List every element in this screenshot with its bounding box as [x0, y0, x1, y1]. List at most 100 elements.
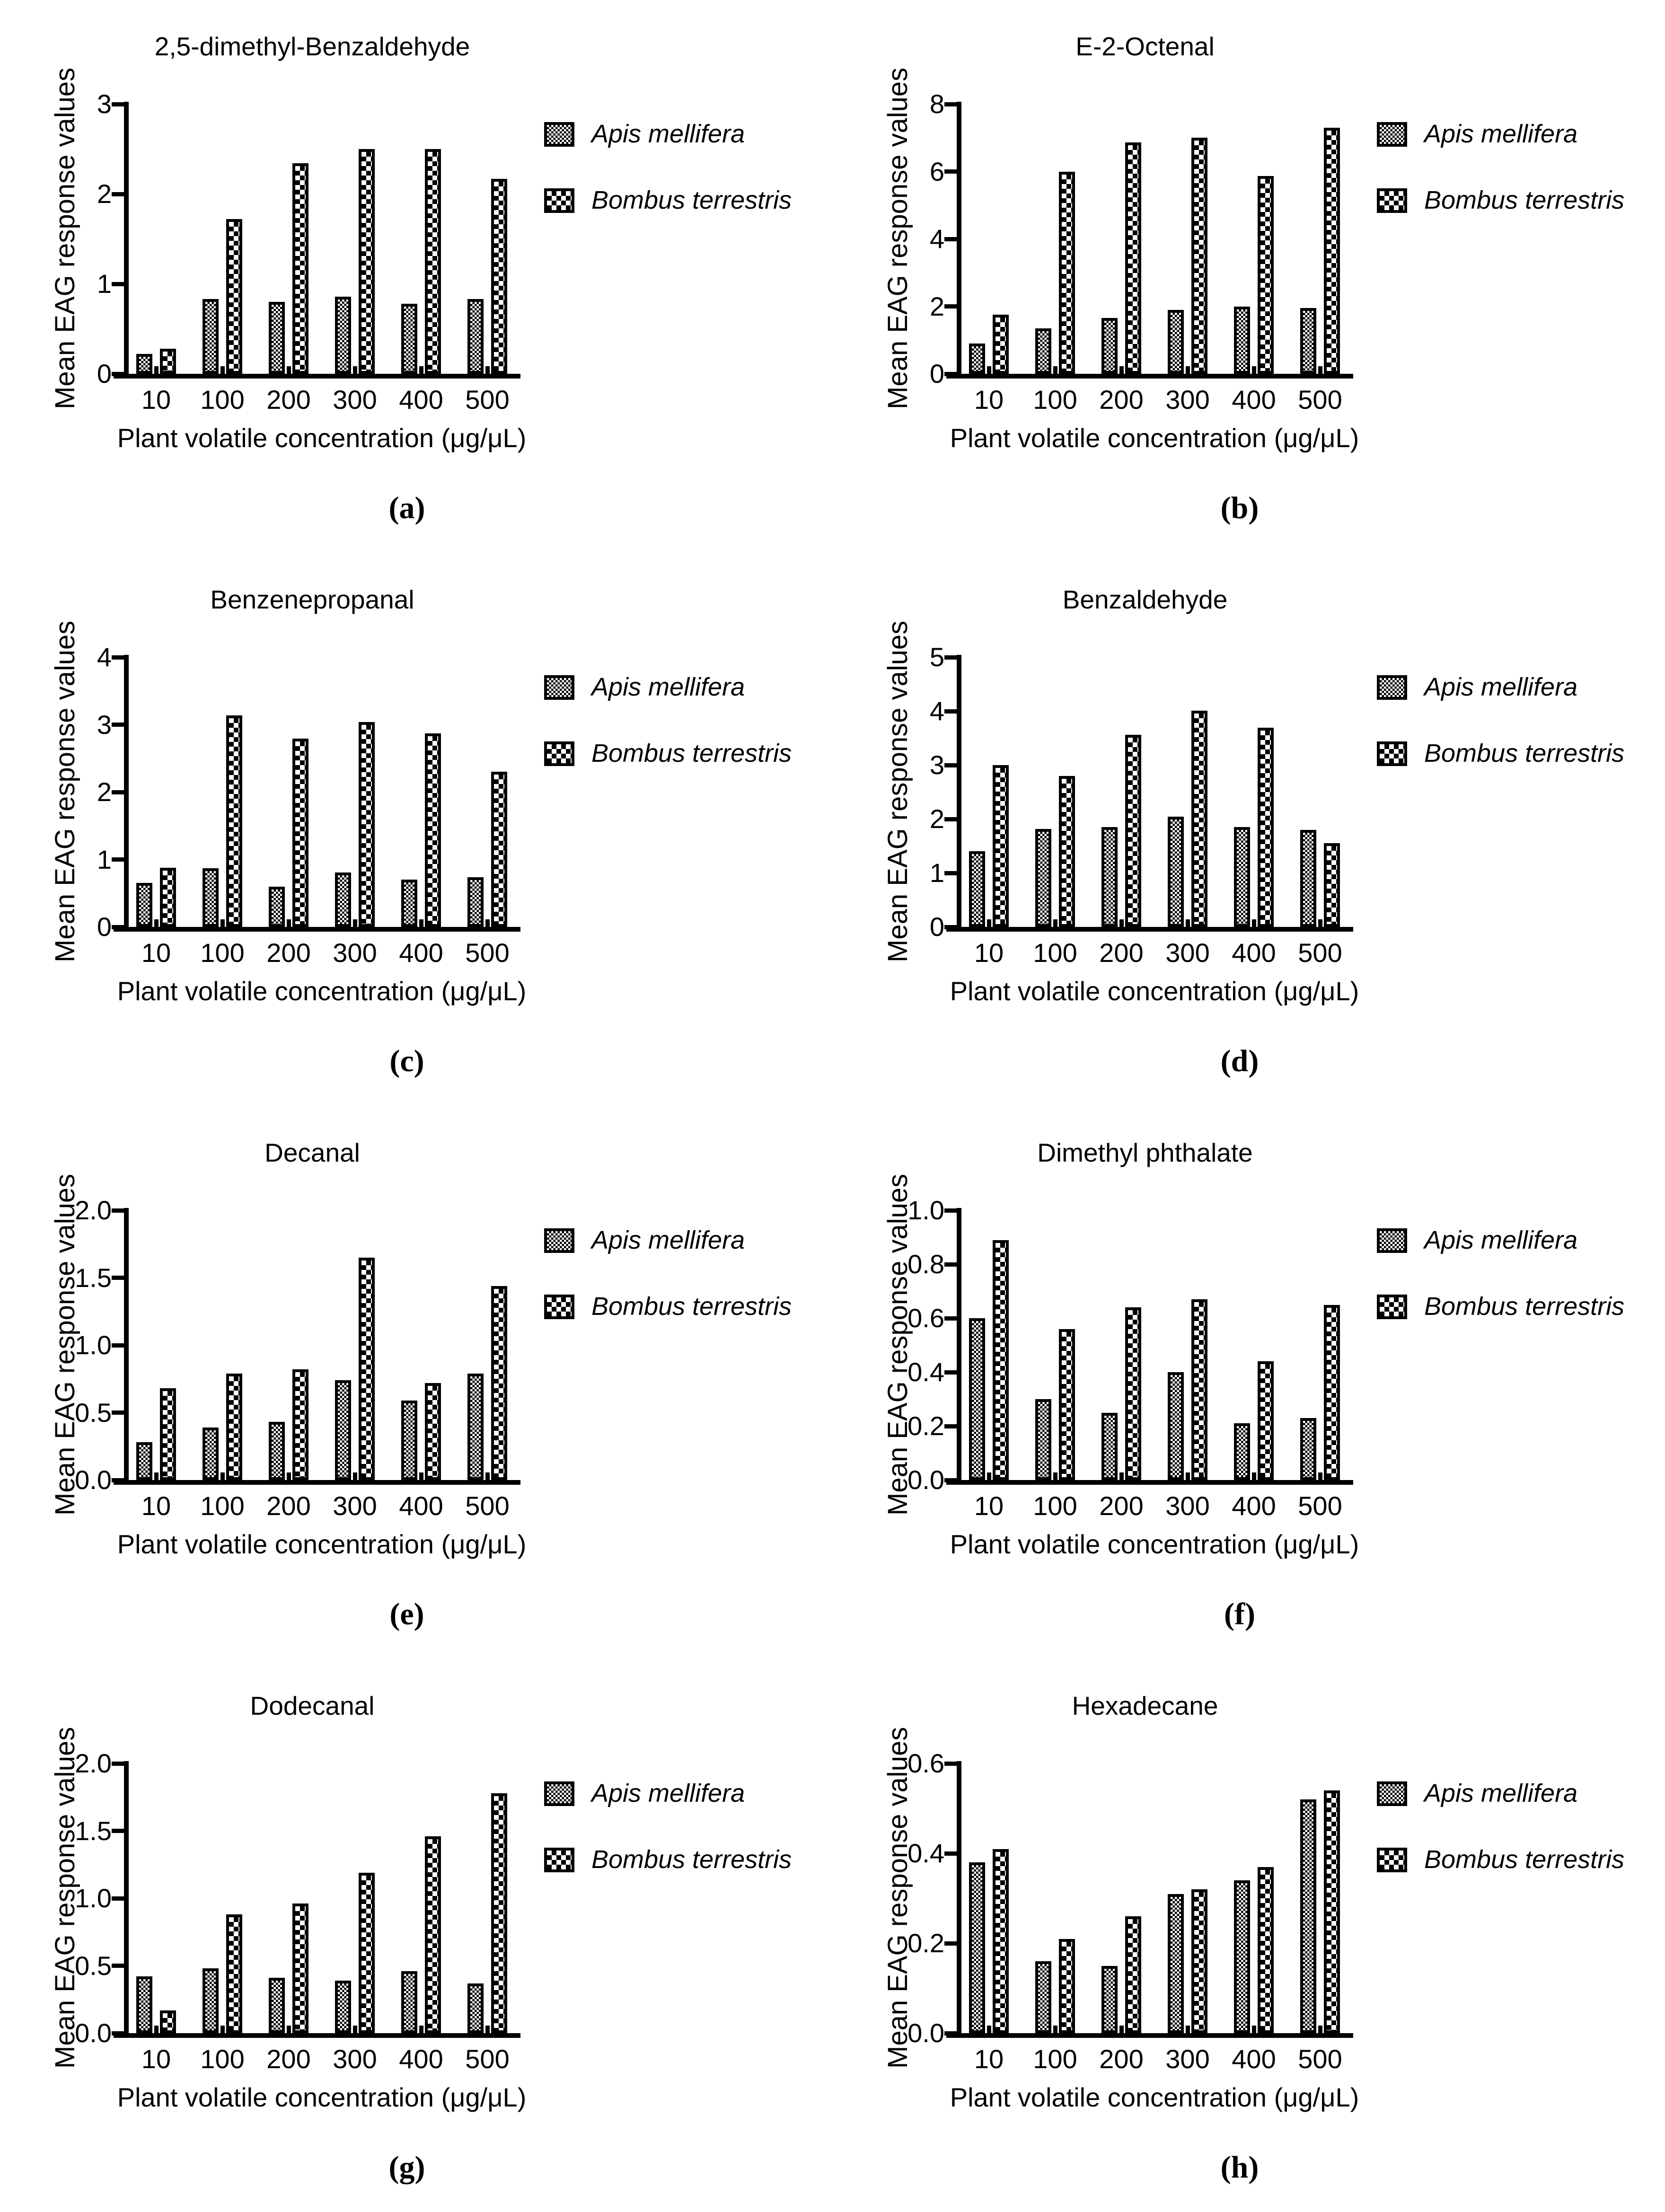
x-tick — [1185, 1472, 1190, 1480]
x-tick — [1053, 2026, 1057, 2033]
y-tick — [112, 925, 124, 929]
y-tick-label: 8 — [929, 89, 944, 119]
legend-item-label: Bombus terrestris — [591, 739, 792, 767]
y-tick — [944, 871, 957, 875]
y-tick-label: 4 — [929, 224, 944, 254]
x-tick — [987, 1472, 991, 1480]
bar-apis-mellifera-100 — [1035, 1399, 1051, 1480]
bar-apis-mellifera-300 — [1168, 309, 1184, 374]
bar-apis-mellifera-400 — [401, 303, 417, 374]
y-tick-label: 6 — [929, 156, 944, 186]
bar-bombus-terrestris-400 — [1258, 1867, 1274, 2033]
x-category-label: 300 — [1165, 385, 1210, 414]
x-category-label: 400 — [1232, 385, 1276, 414]
x-tick — [419, 919, 423, 927]
y-tick — [112, 1276, 124, 1280]
x-category-label: 300 — [333, 1491, 377, 1521]
bar-apis-mellifera-100 — [1035, 1961, 1051, 2033]
x-category-label: 400 — [1232, 938, 1276, 968]
bar-bombus-terrestris-400 — [1258, 1361, 1274, 1480]
y-tick — [112, 1478, 124, 1482]
bar-bombus-terrestris-500 — [1324, 1304, 1340, 1480]
y-tick — [112, 790, 124, 794]
y-tick-label: 0.2 — [907, 1928, 944, 1958]
bar-bombus-terrestris-10 — [160, 1388, 176, 1480]
bar-apis-mellifera-200 — [269, 302, 285, 374]
bar-bombus-terrestris-500 — [491, 1286, 507, 1480]
y-tick — [944, 1851, 957, 1856]
x-tick — [352, 366, 357, 374]
y-axis-line — [957, 102, 961, 379]
x-tick — [1318, 1472, 1322, 1480]
y-tick — [112, 371, 124, 376]
legend-swatch-fine-checker-icon — [1377, 122, 1407, 147]
bar-apis-mellifera-400 — [1234, 827, 1250, 927]
bar-bombus-terrestris-10 — [160, 348, 176, 374]
legend-item-label: Apis mellifera — [1424, 673, 1578, 701]
x-tick — [419, 366, 423, 374]
bar-apis-mellifera-10 — [136, 883, 152, 927]
x-tick — [987, 2026, 991, 2033]
panel-letter: (c) — [389, 1044, 424, 1078]
x-category-label: 10 — [974, 2044, 1004, 2074]
bar-bombus-terrestris-300 — [359, 1872, 375, 2033]
x-category-label: 100 — [1033, 1491, 1077, 1521]
y-tick — [944, 1424, 957, 1428]
x-tick — [1119, 366, 1124, 374]
bar-apis-mellifera-10 — [969, 1318, 985, 1480]
bar-bombus-terrestris-300 — [1191, 1299, 1207, 1480]
bar-bombus-terrestris-100 — [1059, 1329, 1075, 1480]
y-axis-line — [957, 1208, 961, 1485]
legend-item: Apis mellifera — [544, 120, 809, 148]
legend-item: Apis mellifera — [544, 673, 809, 701]
x-tick — [352, 919, 357, 927]
x-tick — [485, 366, 490, 374]
chart-panel-e-2-octenal: E-2-Octenal Mean EAG response values 0 2 4 6 8… — [833, 0, 1665, 553]
bar-bombus-terrestris-200 — [292, 739, 308, 927]
x-category-label: 100 — [200, 2044, 245, 2074]
y-tick-label: 0.0 — [75, 1465, 112, 1495]
y-tick — [944, 709, 957, 714]
legend-item-label: Bombus terrestris — [1424, 186, 1625, 214]
x-tick — [154, 366, 159, 374]
bar-bombus-terrestris-500 — [491, 772, 507, 927]
chart-panel-benzaldehyde: Benzaldehyde Mean EAG response values 0 1 2 3… — [833, 553, 1665, 1106]
y-tick — [112, 1761, 124, 1766]
legend-item-label: Bombus terrestris — [1424, 1292, 1625, 1321]
x-category-label: 500 — [1298, 2044, 1342, 2074]
legend-item-label: Bombus terrestris — [591, 186, 792, 214]
x-axis-label: Plant volatile concentration (μg/μL) — [950, 976, 1359, 1006]
x-axis-line — [946, 1480, 1353, 1485]
x-category-label: 300 — [333, 938, 377, 968]
x-category-label: 200 — [1099, 385, 1144, 414]
y-tick-label: 2 — [929, 291, 944, 321]
x-category-label: 10 — [974, 385, 1004, 414]
legend-swatch-fine-checker-icon — [1377, 1781, 1407, 1806]
bar-apis-mellifera-300 — [335, 872, 351, 927]
x-axis-label: Plant volatile concentration (μg/μL) — [117, 2082, 527, 2112]
bar-bombus-terrestris-300 — [1191, 138, 1207, 374]
x-tick — [485, 1472, 490, 1480]
legend-item-label: Apis mellifera — [1424, 120, 1578, 148]
legend-item-label: Apis mellifera — [591, 1226, 745, 1254]
y-tick-label: 1.0 — [907, 1195, 944, 1225]
legend-swatch-fine-checker-icon — [1377, 675, 1407, 700]
y-tick — [112, 1208, 124, 1213]
x-category-label: 10 — [974, 938, 1004, 968]
y-tick-label: 4 — [929, 696, 944, 726]
bar-bombus-terrestris-500 — [491, 178, 507, 374]
chart-title: Dimethyl phthalate — [1037, 1138, 1253, 1167]
bar-bombus-terrestris-200 — [1125, 735, 1141, 927]
x-tick — [1318, 366, 1322, 374]
bar-apis-mellifera-500 — [1300, 308, 1316, 374]
bar-apis-mellifera-400 — [401, 880, 417, 927]
legend-item: Bombus terrestris — [1377, 1292, 1642, 1321]
legend-item: Bombus terrestris — [1377, 1845, 1642, 1874]
bar-apis-mellifera-10 — [136, 354, 152, 374]
x-category-label: 300 — [1165, 1491, 1210, 1521]
y-tick-label: 1 — [97, 844, 112, 874]
x-tick — [154, 1472, 159, 1480]
legend-swatch-fine-checker-icon — [544, 675, 574, 700]
x-tick — [1251, 919, 1256, 927]
legend-swatch-coarse-checker-icon — [544, 1848, 574, 1872]
